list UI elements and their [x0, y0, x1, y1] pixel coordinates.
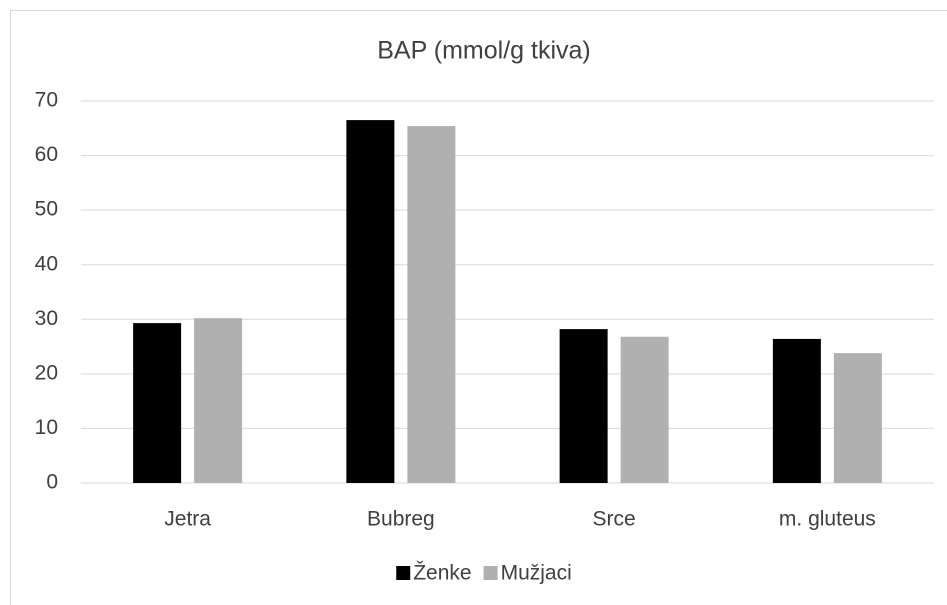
x-tick-label: Jetra [164, 508, 211, 531]
x-tick-label: Srce [593, 508, 636, 531]
legend-swatch [396, 566, 411, 580]
bar [620, 336, 669, 483]
y-tick-label: 20 [35, 361, 58, 384]
legend-label: Ženke [413, 562, 471, 585]
chart-title: BAP (mmol/g tkiva) [377, 37, 590, 65]
bar [194, 318, 243, 483]
bar [772, 338, 821, 483]
x-tick-label: m. gluteus [779, 508, 876, 531]
y-tick-label: 0 [46, 471, 58, 494]
x-tick-label: Bubreg [367, 508, 435, 531]
y-tick-label: 50 [35, 198, 58, 221]
y-tick-label: 70 [35, 89, 58, 112]
chart-border [10, 10, 947, 605]
legend-swatch [483, 566, 498, 580]
y-tick-label: 10 [35, 416, 58, 439]
legend-label: Mužjaci [501, 562, 572, 585]
bar [133, 323, 182, 483]
y-tick-label: 30 [35, 307, 58, 330]
bar [346, 120, 395, 483]
bar [833, 353, 882, 483]
bar [559, 329, 608, 483]
y-tick-label: 40 [35, 252, 58, 275]
y-tick-label: 60 [35, 143, 58, 166]
bar [407, 126, 456, 484]
